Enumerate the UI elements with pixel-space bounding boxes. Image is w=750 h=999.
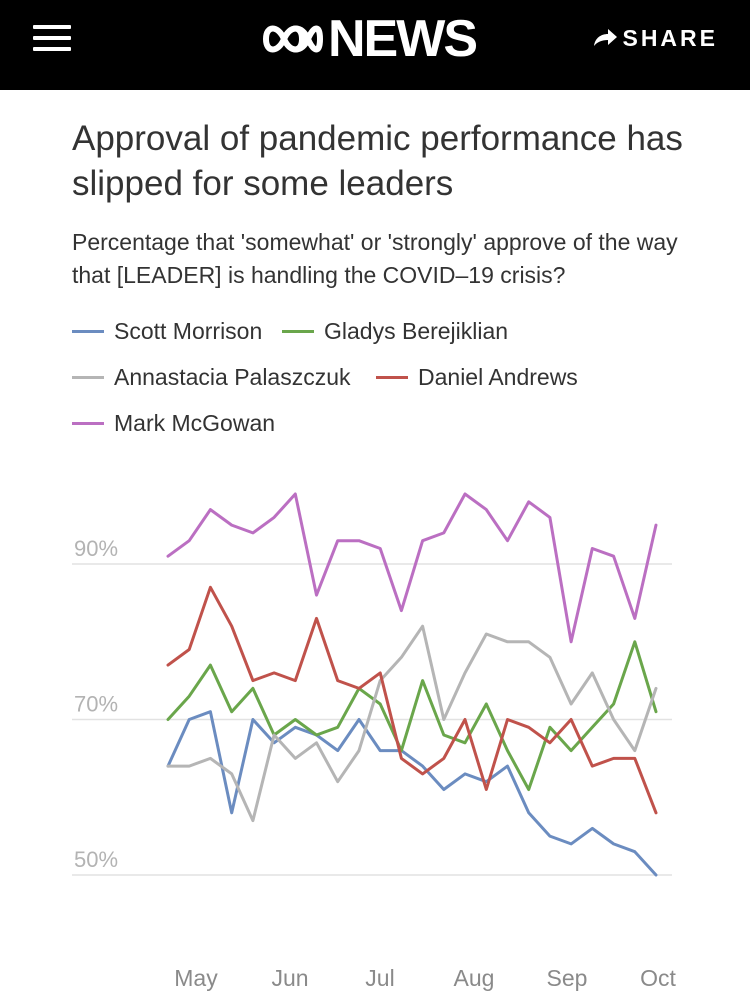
legend-item: Daniel Andrews: [376, 364, 578, 391]
logo-wordmark: NEWS: [328, 10, 478, 68]
series-line: [166, 640, 658, 791]
abc-lissajous-logo-icon: [262, 25, 324, 53]
share-arrow-icon: [594, 29, 618, 46]
legend-label: Mark McGowan: [114, 410, 276, 436]
share-label: SHARE: [622, 24, 718, 51]
series-line: [166, 492, 658, 644]
y-tick-label: 50%: [74, 847, 118, 872]
hamburger-menu-button[interactable]: [33, 25, 71, 51]
legend-label: Annastacia Palaszczuk: [114, 364, 351, 390]
x-tick-label: Jun: [271, 965, 308, 991]
series-line: [166, 585, 658, 815]
legend-item: Scott Morrison: [72, 318, 262, 345]
legend-swatch: [282, 330, 314, 333]
chart-legend: Scott Morrison Gladys Berejiklian Annastac…: [72, 316, 712, 446]
x-tick-label: May: [174, 965, 218, 991]
y-tick-label: 70%: [74, 692, 118, 717]
menu-bar-line: [33, 47, 71, 51]
chart-title: Approval of pandemic performance has sli…: [72, 119, 683, 203]
top-navigation-bar: NEWS SHARE: [0, 0, 750, 90]
legend-swatch: [376, 376, 408, 379]
legend-item: Gladys Berejiklian: [282, 318, 508, 345]
legend-item: Annastacia Palaszczuk: [72, 364, 351, 391]
x-tick-label: Aug: [454, 965, 495, 991]
legend-label: Gladys Berejiklian: [324, 318, 509, 344]
abc-news-logo[interactable]: NEWS: [262, 10, 478, 68]
legend-label: Daniel Andrews: [418, 364, 578, 390]
line-chart: 90% 70% 50% May Jun Jul Aug Sep Oct: [72, 492, 676, 991]
legend-swatch: [72, 376, 104, 379]
legend-label: Scott Morrison: [114, 318, 263, 344]
legend-item: Mark McGowan: [72, 410, 275, 437]
series-line: [166, 624, 658, 823]
x-tick-label: Sep: [547, 965, 588, 991]
chart-subtitle: Percentage that 'somewhat' or 'strongly'…: [72, 229, 678, 288]
y-tick-label: 90%: [74, 536, 118, 561]
menu-bar-line: [33, 25, 71, 29]
legend-swatch: [72, 330, 104, 333]
series-line: [166, 710, 658, 877]
x-tick-label: Oct: [640, 965, 676, 991]
x-tick-label: Jul: [365, 965, 394, 991]
share-button[interactable]: SHARE: [592, 24, 718, 52]
legend-swatch: [72, 422, 104, 425]
menu-bar-line: [33, 36, 71, 40]
